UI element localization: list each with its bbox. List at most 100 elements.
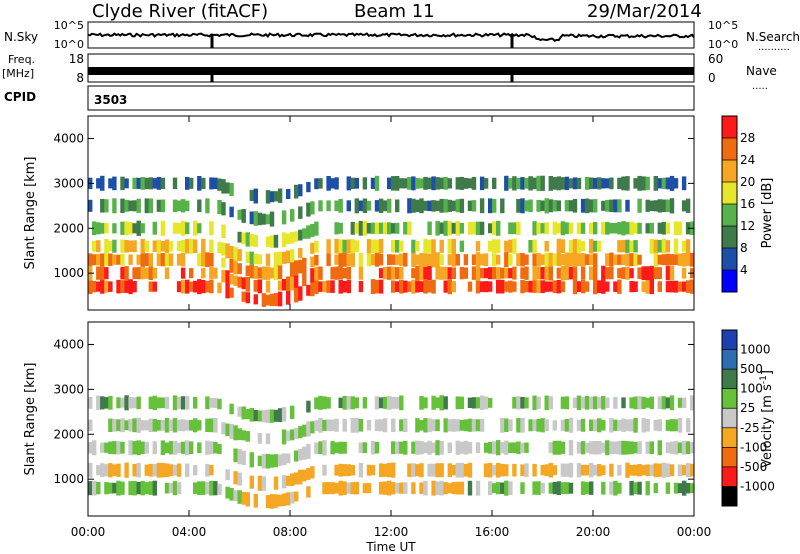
colorbar-segment (722, 270, 737, 293)
heatmap-cell (148, 253, 153, 267)
heatmap-cell (132, 418, 137, 433)
heatmap-cell (637, 481, 642, 495)
heatmap-cell (500, 267, 505, 279)
heatmap-cell (306, 202, 311, 217)
heatmap-cell (488, 223, 493, 234)
heatmap-cell (431, 463, 436, 477)
heatmap-cell (370, 279, 376, 295)
heatmap-cell (92, 254, 97, 266)
heatmap-cell (382, 200, 388, 212)
heatmap-cell (128, 240, 133, 252)
heatmap-cell (455, 481, 460, 495)
heatmap-cell (362, 442, 368, 454)
heatmap-cell (257, 212, 263, 226)
heatmap-cell (281, 279, 287, 291)
heatmap-cell (593, 279, 598, 295)
heatmap-cell (669, 395, 675, 411)
heatmap-cell (564, 222, 570, 235)
heatmap-cell (229, 274, 234, 285)
sky-noise-panel: N.Sky 10^5 10^0 10^5 10^0 N.Search .....… (4, 19, 800, 53)
heatmap-cell (152, 463, 157, 477)
heatmap-cell (645, 481, 650, 496)
heatmap-cell (479, 281, 485, 293)
heatmap-cell (500, 482, 505, 494)
heatmap-cell (92, 440, 97, 456)
heatmap-cell (370, 177, 376, 189)
heatmap-cell (633, 178, 638, 189)
heatmap-cell (120, 481, 125, 495)
colorbar-tick-label: 4 (740, 263, 748, 277)
heatmap-cell (273, 252, 279, 267)
heatmap-cell (120, 280, 125, 293)
heatmap-cell (677, 442, 683, 454)
heatmap-cell (237, 249, 242, 261)
heatmap-cell (108, 482, 113, 494)
heatmap-cell (265, 214, 271, 225)
heatmap-cell (387, 266, 392, 280)
heatmap-cell (540, 223, 545, 234)
heatmap-cell (253, 265, 258, 279)
colorbar-tick-label: -1000 (740, 479, 775, 493)
heatmap-cell (439, 395, 444, 411)
heatmap-cell (269, 267, 275, 279)
heatmap-cell (277, 408, 283, 423)
heatmap-cell (463, 419, 469, 432)
heatmap-cell (245, 251, 250, 264)
heatmap-cell (391, 223, 396, 234)
heatmap-cell (665, 463, 671, 477)
station-title: Clyde River (fitACF) (92, 1, 269, 22)
heatmap-cell (290, 232, 295, 244)
heatmap-cell (431, 176, 436, 191)
time-axis: 00:00 04:00 08:00 12:00 16:00 20:00 00:00 (71, 116, 711, 539)
heatmap-cell (378, 463, 384, 478)
heatmap-cell (257, 433, 263, 444)
heatmap-cell (625, 222, 630, 235)
heatmap-cell (378, 397, 384, 409)
heatmap-cell (302, 228, 307, 239)
heatmap-cell (427, 463, 432, 477)
heatmap-cell (576, 253, 582, 267)
heatmap-cell (370, 465, 376, 476)
heatmap-cell (508, 268, 513, 279)
heatmap-cell (629, 268, 634, 279)
heatmap-cell (645, 464, 650, 476)
heatmap-cell (431, 395, 436, 410)
y-tick-label: 1000 (53, 266, 84, 280)
heatmap-cell (213, 397, 218, 408)
heatmap-cell (605, 178, 610, 189)
heatmap-cell (261, 266, 267, 280)
heatmap-cell (560, 221, 566, 236)
velocity-y-axis: 1000 2000 3000 4000 (53, 337, 694, 486)
heatmap-cell (431, 442, 436, 453)
heatmap-cell (237, 472, 242, 486)
heatmap-cell (556, 253, 561, 266)
heatmap-cell (374, 175, 380, 191)
heatmap-cell (100, 266, 105, 281)
heatmap-cell (387, 395, 392, 410)
heatmap-cell (399, 419, 404, 432)
heatmap-cell (302, 257, 307, 273)
heatmap-cell (411, 198, 416, 213)
heatmap-cell (572, 279, 578, 295)
heatmap-cell (100, 396, 105, 410)
heatmap-cell (265, 294, 271, 306)
heatmap-cell (193, 418, 198, 433)
heatmap-cell (164, 396, 170, 409)
colorbar-segment (722, 248, 737, 271)
heatmap-cell (346, 396, 351, 410)
heatmap-cell (269, 494, 275, 509)
heatmap-cell (96, 395, 101, 410)
heatmap-cell (265, 495, 271, 509)
heatmap-cell (201, 252, 206, 267)
heatmap-cell (556, 200, 561, 212)
heatmap-cell (637, 222, 642, 234)
sky-right-tick-bottom: 10^0 (708, 38, 738, 51)
heatmap-cell (168, 482, 174, 494)
sky-right-label: N.Search (746, 30, 800, 44)
heatmap-cell (633, 281, 638, 292)
heatmap-cell (197, 442, 202, 454)
heatmap-cell (459, 222, 465, 234)
heatmap-cell (116, 397, 121, 409)
heatmap-cell (124, 420, 129, 431)
heatmap-cell (500, 198, 505, 214)
